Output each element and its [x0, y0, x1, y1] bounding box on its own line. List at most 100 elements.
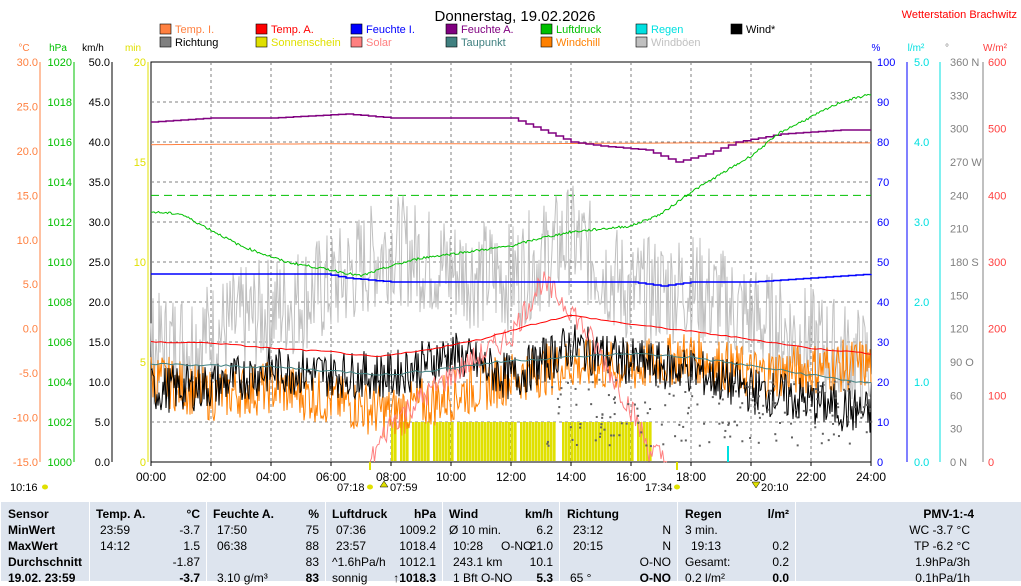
legend-swatch: [730, 23, 743, 35]
sunshine-bar: [418, 422, 421, 461]
direction-point: [847, 389, 850, 392]
x-axis: 00:00 02:00 04:00 06:00 08:00 10:00 12:00 14:00…: [136, 462, 886, 484]
direction-point: [831, 414, 834, 417]
sunshine-bar: [637, 422, 640, 461]
sunshine-bar: [451, 422, 454, 461]
axis-tick-temp: 25.0: [17, 101, 38, 113]
table-cell: Ø 10 min.: [449, 523, 502, 537]
axis-tick-direction: 90 O: [950, 357, 974, 369]
sunshine-bar: [514, 422, 517, 461]
sunshine-bar: [646, 422, 649, 461]
sunshine-bar: [499, 422, 502, 461]
series-windgust: [150, 185, 872, 411]
sunshine-bar: [394, 422, 397, 461]
sunshine-bar: [472, 422, 475, 461]
axis-tick-solar: 200: [988, 324, 1006, 336]
table-cell: Gesamt:: [685, 555, 731, 569]
axis-tick-pressure: 1004: [48, 377, 72, 389]
sunshine-bar: [601, 422, 604, 461]
direction-point: [848, 380, 851, 383]
axis-tick-direction: 60: [950, 390, 962, 402]
direction-point: [820, 442, 823, 445]
direction-point: [559, 393, 562, 396]
axis-tick-direction: 150: [950, 290, 968, 302]
sunshine-bar: [523, 422, 526, 461]
sunshine-bar: [445, 422, 448, 461]
legend-label: Sonnenschein: [271, 37, 341, 49]
table-cell: 10:28: [453, 539, 484, 553]
direction-point: [590, 403, 593, 406]
legend-swatch: [350, 36, 363, 48]
direction-point: [587, 388, 590, 391]
sunshine-bar: [628, 422, 631, 461]
direction-point: [613, 396, 616, 399]
legend-label: Regen: [651, 24, 683, 36]
direction-point: [816, 398, 819, 401]
table-cell: 6.2: [536, 523, 553, 537]
direction-point: [827, 439, 830, 442]
direction-point: [772, 385, 775, 388]
axis-tick-temp: 30.0: [17, 57, 38, 69]
direction-point: [819, 385, 822, 388]
direction-point: [672, 394, 675, 397]
direction-point: [718, 422, 721, 425]
direction-point: [696, 403, 699, 406]
direction-point: [809, 409, 812, 412]
direction-point: [556, 397, 559, 400]
direction-point: [546, 440, 549, 443]
direction-point: [691, 395, 694, 398]
axis-tick-pressure: 1002: [48, 417, 72, 429]
direction-point: [608, 444, 611, 447]
direction-point: [674, 435, 677, 438]
direction-point: [758, 395, 761, 398]
series-humidity-outside: [151, 113, 871, 163]
legend-label: Feuchte I.: [366, 24, 415, 36]
table-cell: 23:12: [573, 523, 604, 537]
direction-point: [703, 422, 706, 425]
legend-swatch: [445, 23, 458, 35]
sun-up-icon: [379, 480, 389, 488]
table-cell: -3.7: [179, 523, 200, 537]
direction-point: [571, 438, 574, 441]
direction-point: [721, 421, 724, 424]
legend-label: Luftdruck: [556, 24, 602, 36]
sunshine-bar: [463, 422, 466, 461]
sunshine-bar: [622, 422, 625, 461]
x-tick-label: 24:00: [856, 470, 886, 484]
table-cell: 1 Bft O-NO: [453, 571, 513, 585]
axis-tick-wind: 20.0: [89, 297, 110, 309]
sunshine-bar: [493, 422, 496, 461]
series-layer: [150, 93, 873, 463]
sunshine-bar: [490, 422, 493, 461]
sunshine-bar: [553, 422, 556, 461]
axis-tick-rain: 4.0: [914, 137, 929, 149]
sunshine-bar: [496, 422, 499, 461]
direction-point: [678, 423, 681, 426]
legend-swatch: [540, 23, 553, 35]
direction-point: [822, 383, 825, 386]
direction-point: [847, 415, 850, 418]
sunshine-bar: [481, 422, 484, 461]
axis-tick-wind: 45.0: [89, 97, 110, 109]
table-cell: 0.2: [772, 539, 789, 553]
table-cell: -3.7: [179, 571, 200, 585]
table-cell: 14:12: [100, 539, 131, 553]
axis-tick-rain: 0.0: [914, 457, 929, 469]
axis-tick-sun: 20: [134, 57, 146, 69]
x-tick-label: 20:00: [736, 470, 766, 484]
sunshine-bar: [487, 422, 490, 461]
axis-tick-solar: 500: [988, 124, 1006, 136]
sunshine-bar: [544, 422, 547, 461]
direction-point: [741, 402, 744, 405]
table-row-label: 19.02. 23:59: [8, 571, 76, 585]
axis-tick-wind: 35.0: [89, 177, 110, 189]
table-cell: WC -3.7 °C: [909, 523, 970, 537]
table-cell: O-NO: [639, 555, 671, 569]
series-solar: [369, 271, 668, 463]
direction-point: [708, 441, 711, 444]
axis-tick-pressure: 1008: [48, 297, 72, 309]
direction-point: [790, 422, 793, 425]
sunshine-bar: [649, 422, 652, 461]
table-header: Luftdruck: [332, 507, 388, 521]
direction-point: [848, 442, 851, 445]
